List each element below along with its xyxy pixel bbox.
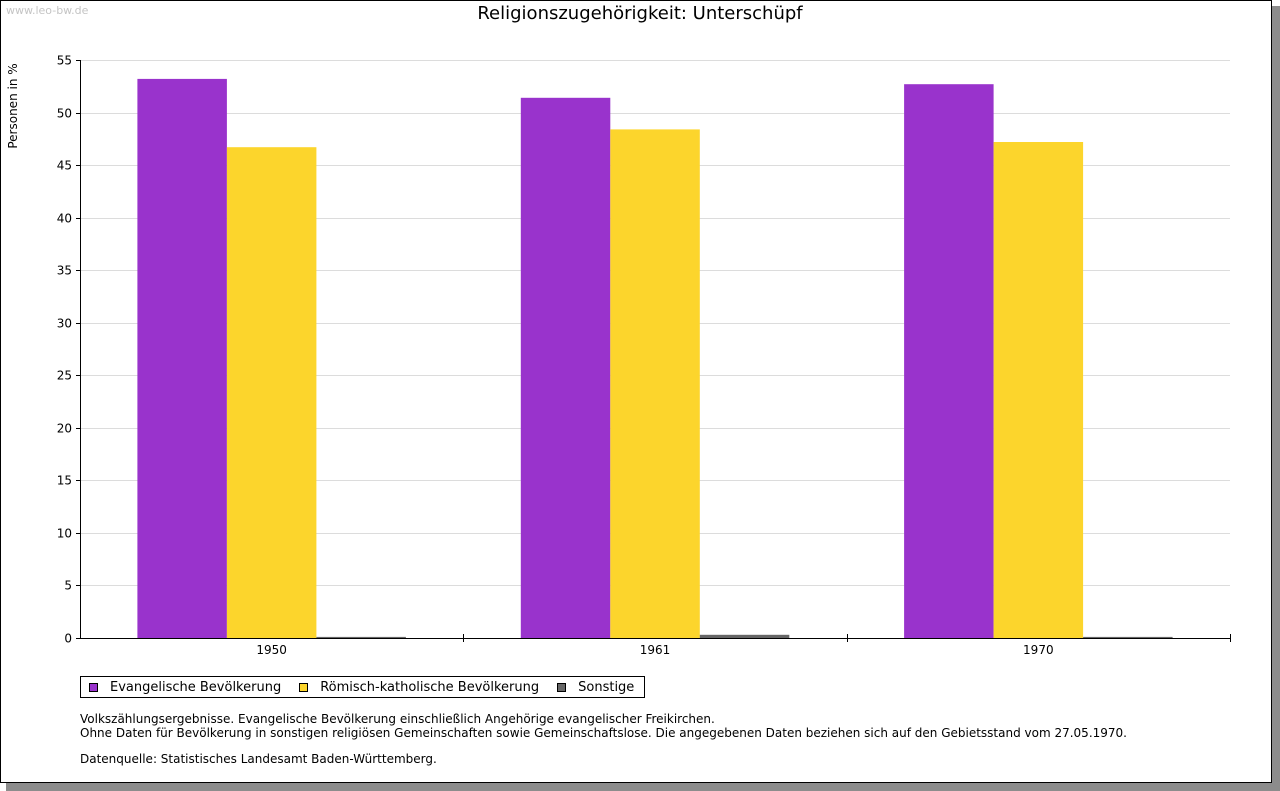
bar-r-misch-katholische-bev-lkerung-1961 — [610, 129, 700, 638]
legend-item: Sonstige — [557, 680, 634, 695]
y-axis-label: Personen in % — [6, 63, 20, 148]
y-tick-label: 20 — [57, 422, 72, 436]
legend-item: Römisch-katholische Bevölkerung — [299, 680, 539, 695]
legend-label: Römisch-katholische Bevölkerung — [320, 679, 540, 695]
y-tick-label: 5 — [64, 579, 72, 593]
bar-r-misch-katholische-bev-lkerung-1950 — [226, 147, 317, 638]
y-tick-label: 40 — [57, 212, 72, 226]
chart-notes: Volkszählungsergebnisse. Evangelische Be… — [80, 712, 1127, 766]
chart-legend: Evangelische Bevölkerung Römisch-katholis… — [80, 676, 646, 698]
y-tick-label: 45 — [57, 159, 72, 173]
legend-label: Evangelische Bevölkerung — [110, 679, 282, 695]
note-line-1: Volkszählungsergebnisse. Evangelische Be… — [80, 712, 715, 726]
y-tick-label: 50 — [57, 107, 72, 121]
legend-swatch — [557, 682, 567, 692]
legend-label: Sonstige — [578, 679, 635, 695]
legend-item: Evangelische Bevölkerung — [89, 680, 281, 695]
bar-evangelische-bev-lkerung-1970 — [904, 84, 994, 638]
data-source: Datenquelle: Statistisches Landesamt Bad… — [80, 752, 437, 766]
frame-shadow-bottom — [6, 783, 1280, 791]
watermark: www.leo-bw.de — [6, 4, 89, 17]
x-tick-label: 1961 — [640, 643, 671, 657]
bar-sonstige-1961 — [699, 634, 790, 638]
x-tick-label: 1970 — [1023, 643, 1054, 657]
x-tick-label: 1950 — [256, 643, 287, 657]
bar-sonstige-1970 — [1083, 636, 1173, 638]
bar-r-misch-katholische-bev-lkerung-1970 — [993, 142, 1084, 638]
y-tick-label: 0 — [64, 632, 72, 646]
bar-sonstige-1950 — [316, 636, 406, 638]
note-line-2: Ohne Daten für Bevölkerung in sonstigen … — [80, 726, 1127, 740]
bar-evangelische-bev-lkerung-1950 — [137, 78, 227, 638]
y-tick-label: 30 — [57, 317, 72, 331]
y-tick-label: 10 — [57, 527, 72, 541]
y-tick-label: 25 — [57, 369, 72, 383]
y-tick-label: 15 — [57, 474, 72, 488]
bar-evangelische-bev-lkerung-1961 — [520, 97, 611, 639]
chart-title: Religionszugehörigkeit: Unterschüpf — [477, 3, 803, 24]
frame-shadow-right — [1272, 6, 1280, 791]
y-tick-label: 55 — [57, 54, 72, 68]
y-tick-label: 35 — [57, 264, 72, 278]
legend-swatch — [89, 682, 98, 692]
legend-swatch — [299, 682, 309, 692]
